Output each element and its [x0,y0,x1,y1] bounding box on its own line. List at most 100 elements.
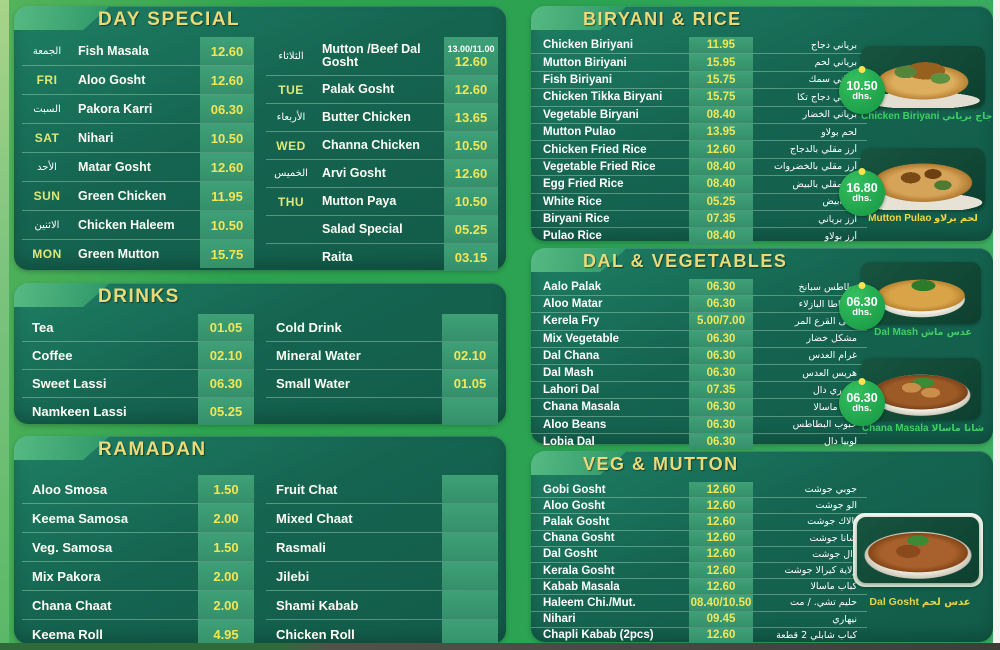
dish-photo-card [853,513,983,587]
dish-photos: 06.30 dhs. Dal Mash عدس ماش 06.30 dhs. C… [839,262,985,454]
menu-row: Palak Gosht 12.60 بالاك جوشت [531,514,867,531]
menu-row: Chicken Biriyani 11.95 برياني دجاج [531,37,867,55]
dish-name: Mutton Pulao [543,126,616,139]
dish-price: 12.60 [689,562,753,579]
dish-name-arabic: حليم تشي. / مت [790,597,857,609]
dish-price-note: 13.00/11.00 [447,43,495,54]
dish-name-arabic: برياني دجاج [810,39,857,51]
menu-row: Shami Kabab [266,591,498,620]
dish-price: 10.50 [444,132,498,159]
dish-price: 12.60 [689,482,753,498]
dish-price: 10.50 [200,124,254,152]
dish-name: Dal Gosht [543,548,598,561]
dish-price: 12.60 [444,160,498,187]
photo-caption-arabic: لحم برلاو [934,213,978,224]
menu-row: TUE Palak Gosht 12.60 [266,76,498,104]
dish-photo [861,358,981,420]
dish-price: 2.00 [198,591,254,619]
dish-name: Mutton Paya [322,194,397,208]
menu-row: الخميس Arvi Gosht 12.60 [266,160,498,188]
dish-name: Fish Biriyani [543,73,613,86]
dish-name-arabic: مشكل خضار [806,333,857,345]
dish-price: 12.60 [444,76,498,103]
menu-row: Chana Gosht 12.60 شانا جوشت [531,530,867,547]
dish-name-arabic: غرام العدس [808,350,857,362]
badge-price: 06.30 [846,391,878,405]
dish-price: 10.50 [200,211,254,239]
dish-name-arabic: دال جوشت [812,548,857,560]
dish-price: 15.75 [200,240,254,268]
dish-name: Vegetable Biryani [543,108,639,121]
dish-price: 08.40 [689,106,753,123]
dish-name: Vegetable Fried Rice [543,160,656,173]
day-label: الخميس [274,168,308,179]
price-value: 11.95 [211,188,243,204]
menu-row: Vegetable Fried Rice 08.40 أرز مقلي بالخ… [531,158,867,177]
dish-price [442,562,498,590]
dish-price: 12.60 [689,141,753,158]
badge-dot-icon [858,282,866,289]
dish-name: Dal Mash [543,367,594,380]
dish-price: 1.50 [198,533,254,561]
dish-price [442,475,498,503]
day-label: SAT [34,131,60,145]
dish-price: 12.60 [200,66,254,94]
dish-name: Shami Kabab [276,597,359,613]
menu-row: الاثنين Chicken Haleem 10.50 [22,211,254,240]
dish-name-arabic: شانا ماسالا [813,401,857,413]
day-label: الثلاثاء [278,50,304,62]
dish-price [442,533,498,561]
dish-price: 12.60 [689,579,753,595]
menu-row: الأحد Matar Gosht 12.60 [22,153,254,182]
menu-row: Lahori Dal 07.35 لاهوري دال [531,382,867,400]
dish-price [442,504,498,532]
dish-name: Chicken Tikka Biryani [543,91,663,104]
dish-name: Matar Gosht [78,159,151,174]
price-value: 05.25 [454,222,488,237]
menu-row: Small Water 01.05 [266,370,498,398]
badge-dot-icon [858,168,866,175]
photo-caption: Chana Masala شانا ماسالا [861,423,985,434]
badge-price: 10.50 [846,79,878,93]
dish-name-arabic: أرز بولاو [824,230,857,242]
dish-name: Butter Chicken [322,110,411,124]
dish-name-arabic: أرز أبيض [822,196,857,208]
menu-row: Aloo Gosht 12.60 الو جوشت [531,498,867,515]
dal-veg-table: Aalo Palak 06.30 بطاطس سبانخ Aloo Matar … [531,277,867,450]
dish-price: 12.60 [200,153,254,181]
menu-row: الثلاثاء Mutton /Beef Dal Gosht 13.00/11… [266,37,498,76]
price-value: 12.60 [454,53,488,69]
dish-price: 5.00/7.00 [689,313,753,330]
menu-row: Chana Chaat 2.00 [22,591,254,620]
dish-price: 08.40 [689,228,753,245]
section-title: DAY SPECIAL [98,9,241,30]
photo-caption-en: Dal Mash [874,327,919,338]
menu-row: Aloo Smosa 1.50 [22,475,254,504]
price-badge: 10.50 dhs. [839,66,885,114]
dish-price: 06.30 [200,95,254,123]
menu-row: Jilebi [266,562,498,591]
menu-row: Chicken Fried Rice 12.60 أرز مقلي بالدجا… [531,141,867,159]
day-special-right-table: الثلاثاء Mutton /Beef Dal Gosht 13.00/11… [266,37,498,271]
dish-name: Salad Special [322,222,403,236]
dish-name-arabic: حبوب البطاطس [792,419,857,431]
dish-name: Rasmali [276,539,326,555]
dish-name: Chana Masala [543,401,620,414]
dish-name: Palak Gosht [543,515,610,528]
dish-price: 2.00 [198,562,254,590]
dish-price: 07.35 [689,210,753,228]
dish-name-arabic: كباب شابلي 2 قطعة [776,629,857,641]
badge-dot-icon [858,66,866,73]
menu-row: THU Mutton Paya 10.50 [266,188,498,216]
photo-caption-arabic: عدس لحم [921,597,971,608]
menu-row: Gobi Gosht 12.60 جوبي جوشت [531,482,867,499]
dish-price: 12.60 [689,514,753,530]
section-header: DAL & VEGETABLES [531,248,993,277]
menu-row: الجمعة Fish Masala 12.60 [22,37,254,66]
dish-name: Aloo Beans [543,418,607,431]
day-special-left-table: الجمعة Fish Masala 12.60 FRI Aloo Gosht … [22,37,254,271]
dish-name-arabic: برياني سمك [808,74,857,86]
price-value: 12.60 [454,82,488,97]
dish-name: Arvi Gosht [322,166,386,180]
section-day-special: DAY SPECIAL الجمعة Fish Masala 12.60 FRI… [14,6,506,271]
